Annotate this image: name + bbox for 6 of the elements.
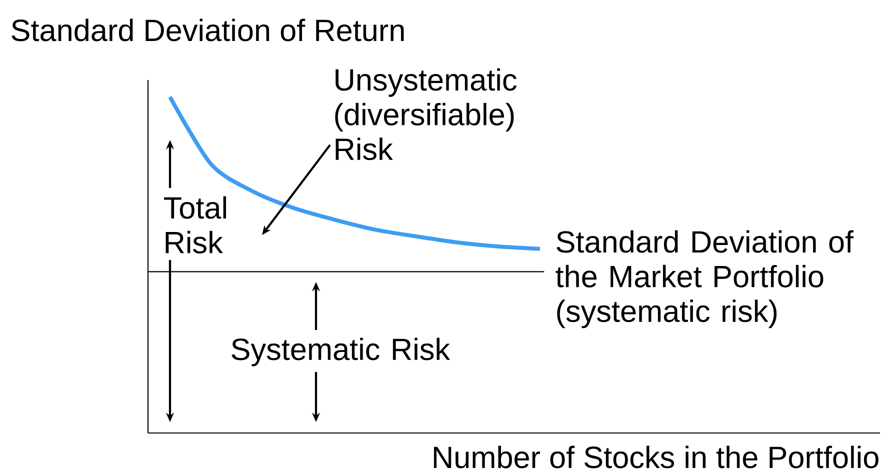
text: Standard Deviation of the Market Portfolio (systematic risk) [556, 230, 854, 328]
annotation: Unsystematic (diversifiable) Risk [335, 68, 516, 160]
annotation: Total Risk [164, 196, 226, 254]
chart-title: Standard Deviation of Return [12, 18, 404, 42]
x-axis-title: Number of Stocks in the Portfolio [434, 446, 878, 468]
annotation: Systematic Risk [232, 338, 450, 366]
